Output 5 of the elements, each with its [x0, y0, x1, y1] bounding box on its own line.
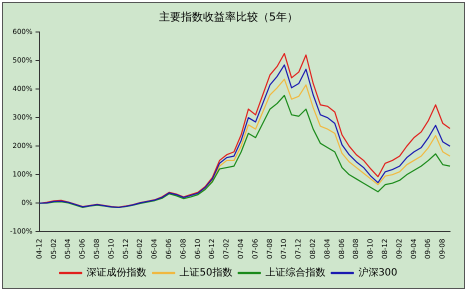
chart-title: 主要指数收益率比较（5年）: [159, 10, 298, 24]
legend-label: 上证综合指数: [265, 266, 326, 279]
legend-label: 上证50指数: [180, 266, 232, 279]
legend-label: 沪深300: [358, 266, 398, 279]
legend-label: 深证成份指数: [86, 266, 147, 279]
